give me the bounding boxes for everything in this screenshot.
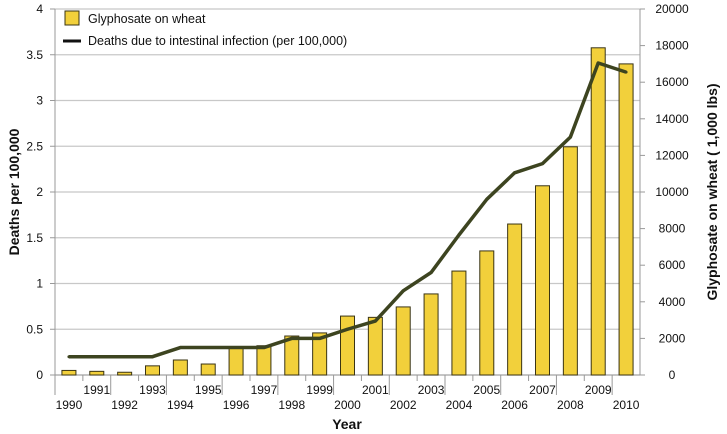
x-tick-label: 1990 [56, 398, 83, 412]
y2-tick-label: 18000 [655, 39, 689, 53]
bar [117, 371, 133, 376]
legend-swatch-bar [64, 10, 80, 26]
x-tick-label: 2007 [529, 383, 556, 397]
bar [312, 332, 328, 376]
y-tick-label: 2 [36, 185, 43, 199]
line-point [513, 171, 517, 175]
line-point [596, 61, 600, 65]
y-tick-label: 1 [36, 277, 43, 291]
line-point [346, 327, 349, 331]
x-tick-label: 1999 [306, 383, 333, 397]
bar [535, 185, 550, 376]
y2-axis-title: Glyphosate on wheat ( 1,000 lbs) [704, 83, 720, 300]
line-point [290, 336, 294, 340]
y2-tick-label: 4000 [659, 295, 686, 309]
line-point [262, 346, 266, 350]
y-tick-label: 2.5 [26, 139, 43, 153]
bar [562, 146, 578, 376]
y-tick-label: 1.5 [26, 231, 43, 245]
y2-tick-label: 16000 [655, 75, 689, 89]
bar [89, 370, 105, 376]
line-point [123, 355, 127, 359]
y2-tick-label: 14000 [655, 112, 689, 126]
x-tick-label: 2010 [613, 398, 640, 412]
x-tick-label: 2001 [362, 383, 389, 397]
x-tick-label: 2005 [473, 383, 500, 397]
x-tick-label: 1991 [83, 383, 110, 397]
x-tick-label: 1995 [195, 383, 222, 397]
bar [367, 316, 383, 376]
line-point [151, 355, 154, 359]
bar [284, 335, 300, 376]
line-point [234, 346, 238, 350]
bar [145, 365, 160, 376]
x-tick-label: 1996 [223, 398, 250, 412]
bar [423, 293, 439, 376]
line-point [318, 336, 322, 340]
x-tick-label: 1998 [278, 398, 305, 412]
bar [590, 47, 606, 376]
bar [507, 223, 523, 376]
line-point [67, 355, 71, 359]
x-tick-label: 1993 [139, 383, 166, 397]
bar [228, 346, 244, 376]
x-tick-label: 2004 [446, 398, 473, 412]
line-point [95, 355, 99, 359]
y-tick-label: 3.5 [26, 48, 43, 62]
line-point [541, 162, 544, 166]
y-tick-label: 0 [36, 368, 43, 382]
y2-tick-label: 12000 [655, 148, 689, 162]
bar [618, 63, 634, 376]
y-tick-label: 4 [36, 2, 43, 16]
bar [172, 359, 188, 376]
y2-tick-label: 10000 [655, 185, 689, 199]
line-point [373, 319, 377, 323]
x-tick-label: 2000 [334, 398, 361, 412]
legend-label-line: Deaths due to intestinal infection (per … [88, 34, 347, 48]
bar [479, 250, 495, 376]
line-point [457, 233, 461, 237]
y2-tick-label: 2000 [659, 331, 686, 345]
y-tick-label: 0.5 [26, 322, 43, 336]
x-tick-label: 1992 [111, 398, 138, 412]
x-tick-label: 1997 [251, 383, 278, 397]
x-tick-label: 2006 [501, 398, 528, 412]
bar [340, 315, 355, 376]
x-tick-label: 2009 [585, 383, 612, 397]
x-tick-label: 1994 [167, 398, 194, 412]
y-tick-label: 3 [36, 94, 43, 108]
line-point [485, 197, 489, 201]
line-point [624, 70, 628, 74]
bar [256, 345, 272, 376]
y2-tick-label: 20000 [655, 2, 689, 16]
bar [200, 363, 216, 376]
line-point [178, 346, 182, 350]
bar [451, 270, 467, 376]
line-point [401, 289, 405, 293]
x-tick-label: 2008 [557, 398, 584, 412]
legend-label-bar: Glyphosate on wheat [88, 12, 206, 26]
y2-tick-label: 0 [669, 368, 676, 382]
line-point [206, 346, 210, 350]
line-point [568, 135, 572, 139]
x-tick-label: 2003 [418, 383, 445, 397]
x-tick-label: 2002 [390, 398, 417, 412]
bar [61, 369, 77, 376]
bar [395, 306, 411, 376]
line-point [429, 271, 433, 275]
y2-tick-label: 6000 [659, 258, 686, 272]
y2-tick-label: 8000 [659, 222, 686, 236]
x-axis-title: Year [332, 416, 362, 432]
y-axis-title: Deaths per 100,000 [6, 128, 22, 255]
